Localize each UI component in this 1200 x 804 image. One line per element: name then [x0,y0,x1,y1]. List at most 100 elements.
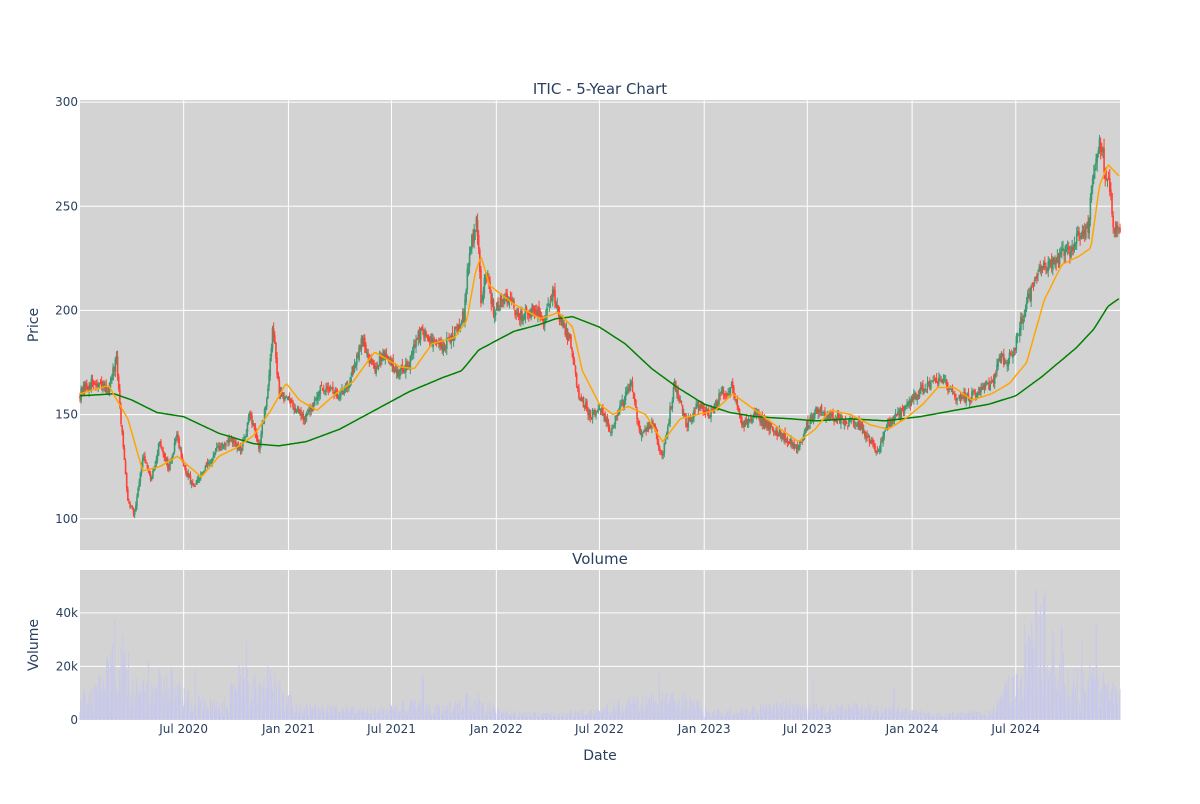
x-tick-label: Jan 2021 [261,722,315,736]
volume-bar [510,715,512,720]
price-y-tick-label: 300 [55,95,78,109]
volume-x-axis-label: Date [583,748,616,764]
volume-bar [500,711,502,720]
volume-bar [528,711,530,720]
candle-body [645,428,647,432]
volume-bar [233,683,235,720]
volume-bar [215,708,217,720]
candle-body [920,385,923,386]
volume-bar [455,701,457,720]
volume-bar [1047,665,1049,720]
candle-body [307,410,309,412]
volume-bar [952,711,954,720]
volume-bar [849,714,851,720]
volume-bar [557,718,559,720]
volume-bar [80,704,82,720]
volume-bar [637,697,639,720]
volume-bar [487,704,489,720]
candle-body [212,455,215,458]
volume-bar [738,713,740,720]
candle-body [594,409,596,415]
volume-bar [301,716,303,720]
candle-body [235,442,237,447]
candle-body [340,393,342,397]
volume-bar [331,708,333,720]
volume-bar [740,709,742,720]
candle-body [350,377,352,384]
volume-bar [698,708,700,720]
volume-bar [606,703,608,720]
volume-bar [130,705,132,720]
volume-bar [1025,645,1027,720]
volume-bar [809,705,811,720]
candle-body [755,413,758,418]
candle-body [407,365,409,367]
candle-body [1065,246,1068,250]
volume-bar [122,676,124,720]
volume-bar [586,714,588,720]
candle-body [95,383,97,386]
volume-bar [87,711,89,720]
candle-body [453,326,456,340]
volume-bar [650,693,652,720]
candle-body [892,417,895,420]
volume-bar [716,713,718,720]
volume-bar [299,704,301,720]
candle-body [1094,168,1096,172]
candle-body [1040,268,1043,272]
candle-body [640,433,643,437]
volume-bar [298,713,300,720]
candle-body [371,361,374,363]
candle-body [481,298,483,301]
volume-bar [262,688,264,720]
volume-bar [537,717,539,720]
candle-body [365,344,367,353]
volume-bar [319,712,321,720]
volume-bar [680,710,682,720]
candle-body [1018,328,1021,336]
candle-body [531,304,534,312]
candle-body [168,467,170,470]
candle-body [689,418,692,421]
volume-bar [662,691,664,720]
volume-bar [285,706,287,720]
volume-bar [303,708,305,720]
volume-bar [804,712,806,720]
volume-bar [904,717,906,720]
candle-body [948,391,950,393]
volume-bar [577,712,579,720]
volume-bar [1039,603,1041,720]
volume-bar [864,714,866,720]
volume-bar [606,703,608,720]
candle-body [318,391,321,397]
volume-bar [470,710,472,720]
candle-body [149,473,152,480]
volume-bar [399,712,401,720]
volume-bar [584,715,586,720]
candle-body [294,407,297,413]
volume-bar [923,712,925,720]
candle-body [205,463,208,468]
volume-bar [462,707,464,720]
volume-bar [1029,639,1031,720]
candle-body [507,299,510,304]
volume-bar [764,706,766,720]
candle-body [247,416,250,423]
volume-bar [818,710,820,720]
candle-body [269,358,272,377]
volume-bar [415,707,417,720]
volume-bar [741,707,743,720]
volume-bar [593,716,595,720]
candle-body [684,414,686,416]
volume-bar [127,697,129,720]
volume-bar [1005,684,1007,720]
volume-bar [295,702,297,720]
volume-bar [88,703,90,720]
candle-body [277,372,280,379]
volume-bar [467,709,469,720]
volume-bar [959,713,961,720]
volume-bar [323,717,325,720]
volume-bar [993,706,995,720]
volume-bar [928,717,930,720]
candle-body [1021,318,1023,324]
